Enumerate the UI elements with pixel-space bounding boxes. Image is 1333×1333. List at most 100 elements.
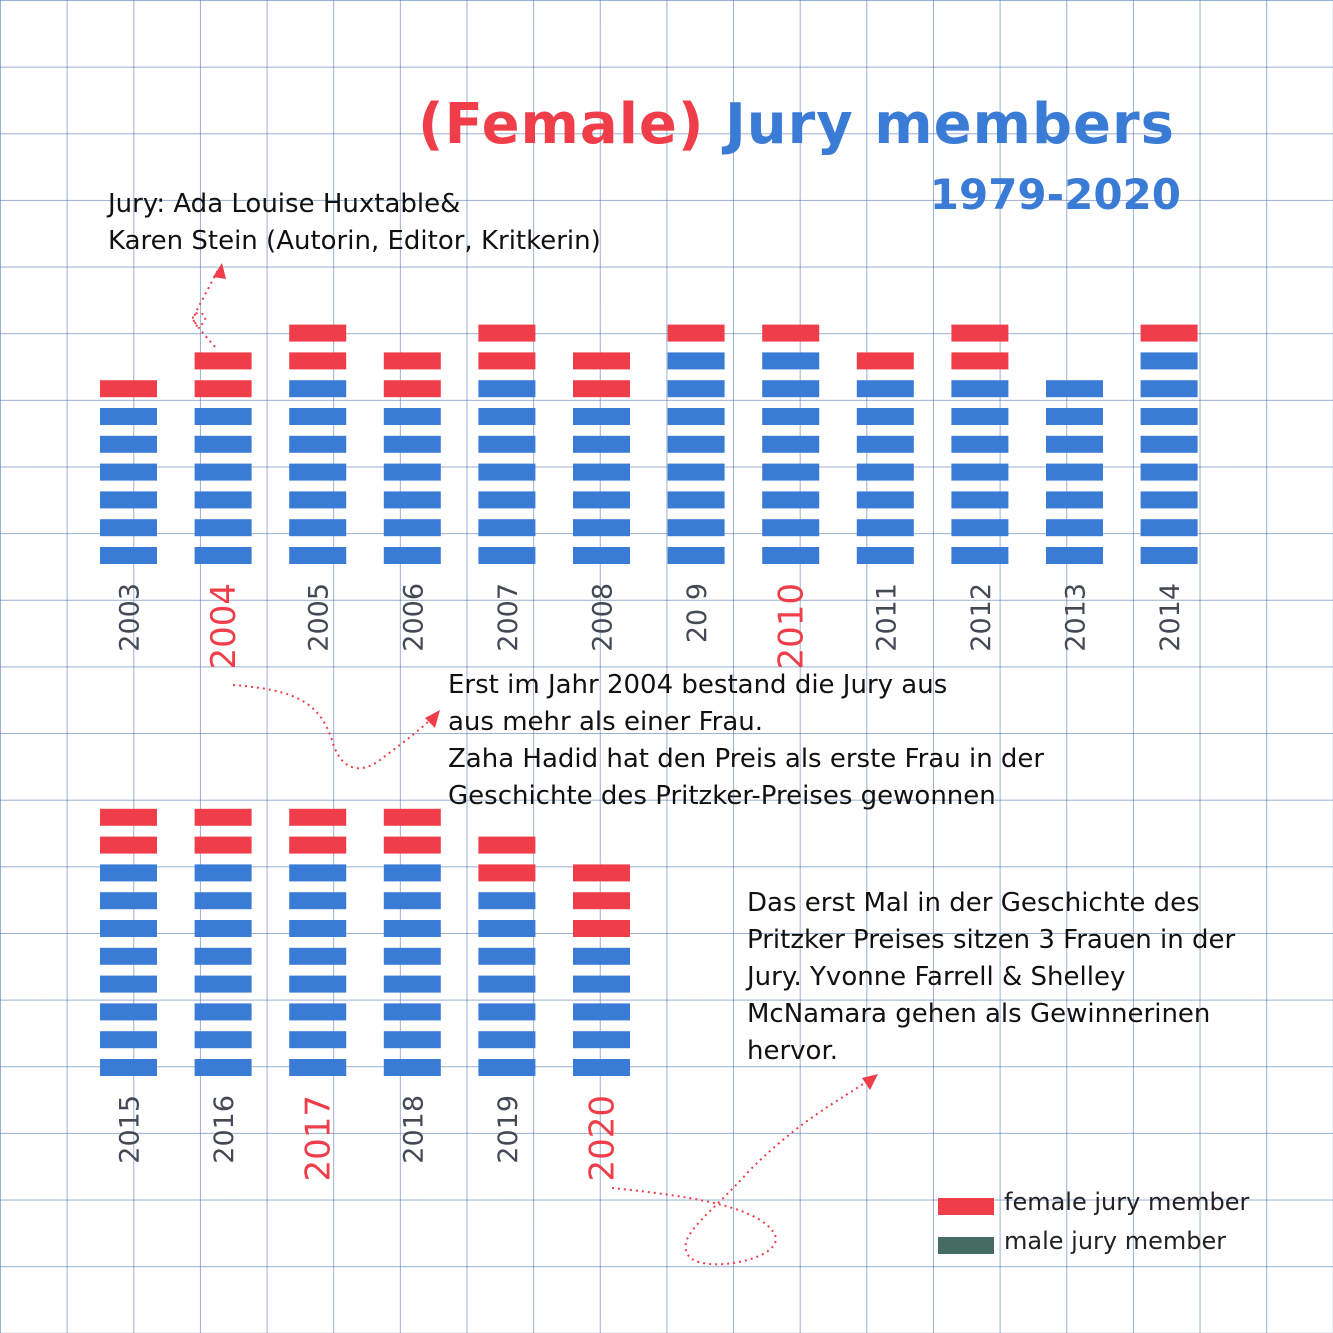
block-2014-male bbox=[1140, 408, 1198, 425]
block-2016-male bbox=[194, 892, 252, 910]
block-2008-male bbox=[573, 463, 630, 481]
block-2009-male bbox=[667, 408, 725, 425]
block-2018-male bbox=[383, 975, 441, 993]
block-2012-male bbox=[951, 408, 1009, 425]
arrow-2004-note bbox=[192, 267, 220, 348]
block-2020-female bbox=[573, 864, 630, 882]
arrowhead-first-woman-note bbox=[425, 710, 440, 728]
block-2005-male bbox=[289, 380, 347, 398]
block-2010-male bbox=[762, 352, 820, 370]
block-2009-male bbox=[667, 352, 725, 370]
block-2020-male bbox=[573, 947, 630, 965]
block-2009-male bbox=[667, 435, 725, 453]
block-2016-male bbox=[194, 1059, 252, 1076]
block-2013-male bbox=[1046, 491, 1103, 509]
block-2006-male bbox=[383, 547, 441, 564]
chart-subtitle: 1979-2020 bbox=[929, 170, 1181, 219]
block-2018-female bbox=[383, 808, 441, 826]
block-2007-male bbox=[478, 435, 536, 453]
block-2017-female bbox=[289, 836, 347, 854]
block-2003-male bbox=[100, 408, 157, 425]
note-line: Erst im Jahr 2004 bestand die Jury aus bbox=[448, 670, 948, 700]
block-2014-male bbox=[1140, 463, 1198, 481]
block-2019-female bbox=[478, 864, 536, 882]
block-2013-male bbox=[1046, 380, 1103, 398]
block-2018-male bbox=[383, 864, 441, 882]
arrow-first-woman-note bbox=[232, 684, 433, 770]
block-2007-male bbox=[478, 380, 536, 398]
block-2011-male bbox=[856, 408, 914, 425]
block-2011-male bbox=[856, 547, 914, 564]
block-2015-male bbox=[100, 947, 157, 965]
note-line: aus mehr als einer Frau. bbox=[448, 707, 764, 737]
block-2005-male bbox=[289, 408, 347, 425]
block-2007-male bbox=[478, 519, 536, 537]
block-2015-male bbox=[100, 864, 157, 882]
note-line: McNamara gehen als Gewinnerinen bbox=[747, 999, 1211, 1029]
block-2016-male bbox=[194, 1031, 252, 1049]
block-2010-male bbox=[762, 547, 820, 564]
note-line: Geschichte des Pritzker-Preises gewonnen bbox=[448, 781, 996, 811]
block-2007-male bbox=[478, 463, 536, 481]
block-2019-male bbox=[478, 892, 536, 910]
block-2013-male bbox=[1046, 463, 1103, 481]
block-2020-female bbox=[573, 920, 630, 937]
block-2007-male bbox=[478, 408, 536, 425]
year-label-2020: 2020 bbox=[583, 1095, 623, 1182]
block-2009-male bbox=[667, 463, 725, 481]
block-2011-male bbox=[856, 463, 914, 481]
block-2010-male bbox=[762, 435, 820, 453]
year-labels: 2003 2004 2005 2006 2007 2008 20 9 2010 2011 2012… bbox=[115, 583, 1187, 1182]
year-label-2004: 2004 bbox=[204, 583, 244, 670]
block-2014-male bbox=[1140, 547, 1198, 564]
note-line: Jury. Yvonne Farrell & Shelley bbox=[747, 962, 1126, 992]
block-2014-female bbox=[1140, 324, 1198, 342]
note-line: Karen Stein (Autorin, Editor, Kritkerin) bbox=[108, 226, 601, 256]
block-2006-male bbox=[383, 491, 441, 509]
block-2018-male bbox=[383, 1059, 441, 1076]
block-2004-male bbox=[194, 491, 252, 509]
year-label-2017: 2017 bbox=[299, 1095, 339, 1182]
year-label-2010: 2010 bbox=[772, 583, 812, 670]
block-2006-male bbox=[383, 519, 441, 537]
year-label-2019: 2019 bbox=[493, 1095, 524, 1164]
year-label-2009: 20 9 bbox=[682, 583, 713, 643]
block-2013-male bbox=[1046, 408, 1103, 425]
block-2013-male bbox=[1046, 519, 1103, 537]
block-2012-male bbox=[951, 519, 1009, 537]
arrowhead-2004-note bbox=[213, 263, 226, 279]
block-2007-male bbox=[478, 547, 536, 564]
block-2004-male bbox=[194, 463, 252, 481]
block-2015-male bbox=[100, 975, 157, 993]
year-label-2005: 2005 bbox=[304, 583, 335, 652]
block-2012-male bbox=[951, 435, 1009, 453]
year-label-2008: 2008 bbox=[588, 583, 619, 652]
block-2004-male bbox=[194, 547, 252, 564]
block-2015-male bbox=[100, 1031, 157, 1049]
block-2017-male bbox=[289, 864, 347, 882]
block-2008-female bbox=[573, 380, 630, 398]
block-2009-male bbox=[667, 491, 725, 509]
year-label-2013: 2013 bbox=[1061, 583, 1092, 652]
block-2019-male bbox=[478, 1003, 536, 1021]
block-2018-male bbox=[383, 947, 441, 965]
block-2016-male bbox=[194, 864, 252, 882]
block-2016-male bbox=[194, 947, 252, 965]
chart-bars bbox=[100, 324, 1198, 1076]
block-2011-female bbox=[856, 352, 914, 370]
block-2008-male bbox=[573, 519, 630, 537]
legend-swatch-male bbox=[938, 1237, 994, 1254]
block-2016-male bbox=[194, 1003, 252, 1021]
block-2009-male bbox=[667, 380, 725, 398]
block-2010-female bbox=[762, 324, 820, 342]
title-jury-members: Jury members bbox=[724, 92, 1175, 157]
block-2012-male bbox=[951, 380, 1009, 398]
block-2004-male bbox=[194, 519, 252, 537]
block-2018-male bbox=[383, 1031, 441, 1049]
block-2012-male bbox=[951, 463, 1009, 481]
note-line: Jury: Ada Louise Huxtable& bbox=[108, 189, 461, 219]
block-2007-female bbox=[478, 324, 536, 342]
block-2020-male bbox=[573, 975, 630, 993]
year-label-2014: 2014 bbox=[1155, 583, 1186, 652]
